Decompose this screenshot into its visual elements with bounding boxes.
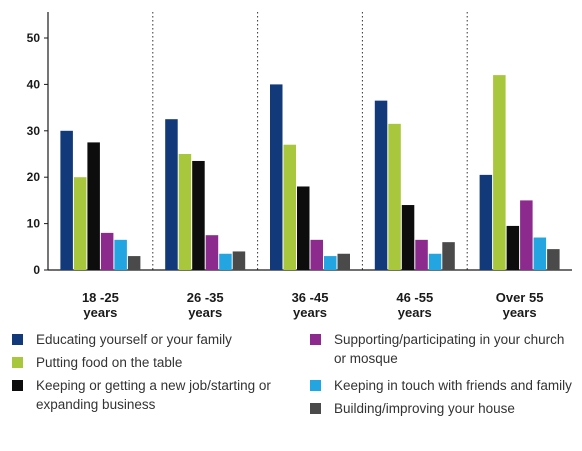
bar <box>388 123 401 270</box>
legend-label: Keeping or getting a new job/starting or… <box>36 378 271 412</box>
legend-swatch <box>310 403 321 414</box>
x-category-label: 18 -25 years <box>82 290 119 320</box>
legend-label: Keeping in touch with friends and family <box>334 378 572 393</box>
bar <box>533 237 547 270</box>
legend-item: Supporting/participating in your church … <box>310 330 580 368</box>
bar <box>506 225 520 270</box>
bar <box>178 154 192 270</box>
legend-label: Building/improving your house <box>334 401 515 416</box>
legend-swatch <box>12 380 23 391</box>
legend-item: Keeping in touch with friends and family <box>310 376 580 395</box>
legend-swatch <box>12 334 23 345</box>
x-category-label: 36 -45 years <box>292 290 329 320</box>
legend-swatch <box>310 334 321 345</box>
legend-item: Putting food on the table <box>12 353 282 372</box>
y-tick-label: 10 <box>27 217 41 231</box>
legend-swatch <box>310 380 321 391</box>
y-tick-label: 40 <box>27 77 41 91</box>
legend-item: Keeping or getting a new job/starting or… <box>12 376 290 414</box>
legend-label: Educating yourself or your family <box>36 332 232 347</box>
chart-bars <box>60 75 560 271</box>
legend-item: Educating yourself or your family <box>12 330 282 349</box>
legend-swatch <box>12 357 23 368</box>
bar <box>493 75 506 271</box>
bar <box>547 249 560 270</box>
y-tick-label: 50 <box>27 31 41 45</box>
legend-item: Building/improving your house <box>310 399 580 418</box>
bar <box>374 100 388 270</box>
bar <box>442 242 455 270</box>
y-tick-label: 30 <box>27 124 41 138</box>
x-category-label: 46 -55 years <box>396 290 433 320</box>
bar <box>60 130 73 270</box>
bar <box>297 186 310 270</box>
bar <box>310 239 323 270</box>
bar <box>283 144 296 270</box>
bar-chart: 0 10 20 30 40 50 18 -25 years 26 -35 years 36 -45 y… <box>27 12 572 320</box>
bar <box>219 253 232 270</box>
bar <box>232 251 246 270</box>
x-category-label: 26 -35 years <box>187 290 224 320</box>
chart-legend: Educating yourself or your family Putting… <box>0 326 582 451</box>
bar <box>428 253 442 270</box>
bar <box>479 174 493 270</box>
bar <box>401 205 415 270</box>
y-tick-label: 20 <box>27 170 41 184</box>
bar <box>205 235 219 270</box>
legend-label: Supporting/participating in your church … <box>334 332 565 366</box>
x-category-label: Over 55 years <box>496 290 544 320</box>
bar <box>87 142 100 270</box>
bar <box>324 256 337 270</box>
bar <box>270 84 283 271</box>
bar <box>127 256 141 270</box>
chart-labels: 0 10 20 30 40 50 18 -25 years 26 -35 years 36 -45 y… <box>27 31 544 320</box>
bar <box>73 177 87 270</box>
y-tick-label: 0 <box>33 263 40 277</box>
bar <box>100 232 114 270</box>
bar <box>520 200 533 270</box>
bar <box>165 119 178 270</box>
bar <box>415 239 428 270</box>
bar <box>337 253 350 270</box>
bar <box>192 160 205 270</box>
legend-label: Putting food on the table <box>36 355 183 370</box>
bar <box>114 239 127 270</box>
